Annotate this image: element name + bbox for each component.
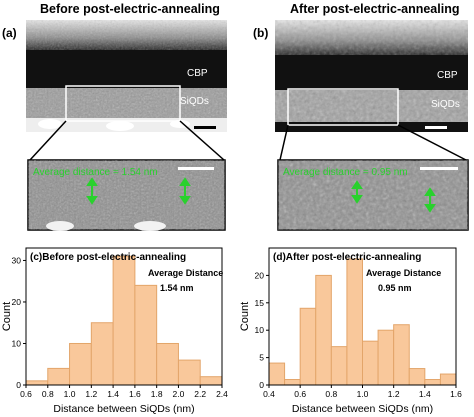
histogram-c-bar [25,380,49,386]
histogram-d-ylabel: Count [239,302,251,331]
histogram-d-title: (d)After post-electric-annealing [273,252,421,263]
histogram-c: 0.6 0.8 1.0 1.2 1.4 1.6 1.8 2.0 2.2 2.4 0 10 20 30 Dis… [1,247,228,415]
histogram-d-bar [299,307,317,386]
histogram-d-bar [408,368,426,386]
panel-b-tem: CBP SiQDs Average distance = 0.95 nm [275,20,469,231]
panel-b-distance-arrows [351,180,436,213]
panel-a-zoom-scale-bar [178,167,214,170]
histogram-d-annotation: Average Distance [366,268,441,278]
histogram-d-bar [362,340,379,386]
histogram-d-xtick-label: 1.4 [419,389,431,399]
panel-b-zoom-scale-bar [420,167,458,170]
histogram-d-bar [424,379,441,386]
panel-a-roi-box [65,85,181,122]
panel-b-label: (b) [253,26,269,40]
histogram-c-annotation: 1.54 nm [160,283,194,293]
panel-a-siqds-label: SiQDs [180,96,209,107]
histogram-d-ytick-label: 5 [259,353,264,363]
histogram-c-ylabel: Count [1,302,13,331]
histogram-c-bar [69,342,92,386]
histogram-d-xtick-label: 0.8 [325,389,337,399]
histogram-c-xtick-label: 1.0 [64,389,76,399]
histogram-c-bar [199,376,223,386]
panel-a-title: Before post-electric-annealing [40,2,220,16]
histogram-d-bar [439,373,457,386]
histogram-c-ytick-label: 10 [12,338,22,348]
histogram-c-annotation: Average Distance [148,268,223,278]
histogram-d-xtick-label: 0.6 [294,389,306,399]
histogram-c-xtick-label: 0.8 [42,389,54,399]
histogram-c-xtick-label: 1.8 [151,389,163,399]
histogram-d-ytick-label: 15 [255,298,265,308]
histogram-c-ytick-label: 0 [16,380,21,390]
histogram-c-bar [134,284,158,386]
histogram-c-title: (c)Before post-electric-annealing [30,252,186,263]
histogram-d-annotation: 0.95 nm [378,283,412,293]
histogram-d-xtick-label: 1.0 [357,389,369,399]
panel-a-label: (a) [2,26,17,40]
panel-a-scale-bar [194,126,216,129]
histogram-d: 0.4 0.6 0.8 1.0 1.2 1.4 1.6 0 5 10 15 20 Distance be… [239,247,462,415]
histogram-c-xtick-label: 0.6 [20,389,32,399]
histogram-c-xtick-label: 2.4 [216,389,228,399]
histogram-c-frame [25,247,223,386]
histogram-c-xlabel: Distance between SiQDs (nm) [53,403,194,415]
histogram-c-xtick-label: 2.2 [194,389,206,399]
histogram-c-bar [47,367,71,386]
histogram-d-bar [393,324,410,386]
histogram-c-xtick-label: 2.0 [173,389,185,399]
histogram-d-bar [315,274,332,386]
histogram-d-xlabel: Distance between SiQDs (nm) [292,403,433,415]
panel-a-distance-arrows [86,177,191,205]
histogram-d-bar [377,329,395,386]
histogram-d-bar [346,258,363,386]
panel-a-cbp-label: CBP [187,68,208,79]
histogram-c-ytick-label: 30 [12,255,22,265]
histogram-d-bar [268,362,286,386]
panel-b-scale-bar [425,126,447,129]
histogram-d-ytick-label: 0 [259,380,264,390]
panel-b-roi-box [287,88,399,126]
panel-a-tem: CBP SiQDs Average distance = 1.54 nm [26,20,227,231]
tem-images: CBP SiQDs Average distance = 1.54 nm CBP [26,20,469,231]
histogram-c-bar [177,359,201,386]
histogram-d-bar [330,346,348,386]
histogram-c-xtick-label: 1.4 [107,389,119,399]
histogram-d-xtick-label: 0.4 [263,389,275,399]
histogram-d-xtick-label: 1.6 [450,389,462,399]
histogram-c-xtick-label: 1.6 [129,389,141,399]
histogram-c-ytick-label: 20 [12,297,22,307]
histogram-d-ytick-label: 10 [255,325,265,335]
histogram-c-xtick-label: 1.2 [85,389,97,399]
histogram-c-bar [112,255,136,386]
histogram-d-ytick-label: 20 [255,270,265,280]
panel-b-cbp-label: CBP [437,70,458,81]
panel-b-siqds-label: SiQDs [431,99,460,110]
histogram-c-bar [90,322,114,386]
histogram-c-bar [156,342,179,386]
panel-b-distance-caption: Average distance = 0.95 nm [283,167,408,178]
panel-b-title: After post-electric-annealing [290,2,460,16]
histogram-d-xtick-label: 1.2 [388,389,400,399]
panel-a-distance-caption: Average distance = 1.54 nm [33,167,158,178]
histogram-d-bar [284,379,301,386]
